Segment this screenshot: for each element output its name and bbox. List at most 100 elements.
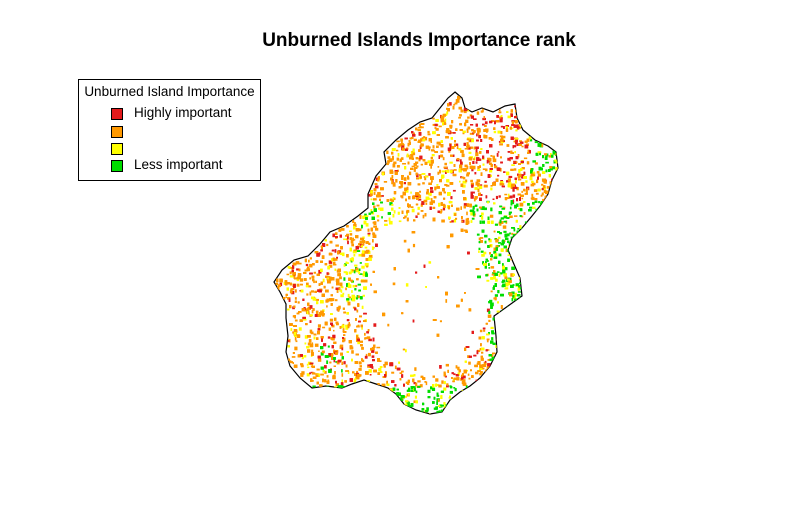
unburned-island-patch (517, 294, 521, 297)
unburned-island-patch (345, 326, 349, 330)
unburned-island-patch (297, 301, 300, 304)
unburned-island-patch (316, 381, 319, 385)
unburned-island-patch (430, 165, 432, 169)
unburned-island-patch (393, 210, 396, 214)
unburned-island-patch (359, 240, 362, 244)
unburned-island-patch (471, 375, 474, 378)
unburned-island-patch (365, 353, 368, 357)
unburned-island-patch (401, 157, 404, 160)
unburned-island-patch (346, 225, 349, 228)
unburned-island-patch (481, 216, 484, 220)
unburned-island-patch (546, 186, 550, 189)
unburned-island-patch (405, 381, 409, 384)
unburned-island-patch (376, 346, 381, 349)
unburned-island-patch (497, 174, 500, 177)
unburned-island-patch (354, 373, 358, 376)
unburned-island-patch (482, 117, 486, 121)
unburned-island-patch (337, 273, 341, 277)
unburned-island-patch (372, 202, 375, 205)
unburned-island-patch (499, 223, 502, 226)
unburned-island-patch (309, 305, 313, 309)
unburned-island-patch (468, 377, 471, 380)
unburned-island-patch (440, 395, 443, 399)
unburned-island-patch (480, 139, 483, 142)
unburned-island-patch (511, 291, 515, 294)
unburned-island-patch (400, 138, 403, 142)
unburned-island-patch (423, 176, 426, 178)
unburned-island-patch (373, 198, 377, 201)
unburned-island-patch (314, 290, 317, 293)
unburned-island-patch (543, 190, 547, 193)
unburned-island-patch (321, 338, 323, 342)
unburned-island-patch (353, 378, 357, 381)
unburned-island-patch (336, 290, 339, 293)
unburned-island-patch (411, 157, 414, 160)
unburned-island-patch (300, 363, 304, 366)
unburned-island-patch (437, 399, 440, 403)
unburned-island-patch (412, 132, 415, 135)
unburned-island-patch (538, 201, 540, 204)
unburned-island-patch (399, 158, 402, 162)
unburned-island-patch (322, 378, 324, 383)
unburned-island-patch (355, 376, 360, 380)
unburned-island-patch (418, 158, 421, 162)
unburned-island-patch (326, 243, 329, 247)
unburned-island-patch (514, 177, 517, 180)
unburned-island-patch (357, 303, 360, 307)
unburned-island-patch (410, 403, 414, 407)
unburned-island-patch (500, 125, 503, 128)
unburned-island-patch (400, 184, 403, 188)
unburned-island-patch (284, 280, 288, 284)
unburned-island-patch (346, 298, 350, 301)
unburned-island-patch (528, 136, 532, 140)
unburned-island-patch (346, 283, 348, 287)
unburned-island-patch (421, 173, 426, 175)
unburned-island-patch (440, 409, 443, 413)
unburned-island-patch (391, 371, 395, 374)
unburned-island-patch (355, 267, 359, 270)
unburned-island-patch (392, 214, 395, 218)
unburned-island-patch (436, 186, 440, 189)
unburned-island-patch (519, 140, 522, 142)
unburned-island-patch (415, 271, 418, 274)
unburned-island-patch (495, 247, 498, 251)
unburned-island-patch (426, 407, 429, 411)
unburned-island-patch (292, 262, 297, 266)
unburned-island-patch (510, 113, 513, 117)
unburned-island-patch (364, 337, 368, 340)
unburned-island-patch (413, 382, 416, 385)
unburned-island-patch (469, 132, 473, 135)
unburned-island-patch (494, 253, 498, 257)
unburned-island-patch (371, 216, 375, 220)
unburned-island-patch (460, 228, 464, 232)
unburned-island-patch (441, 219, 445, 223)
unburned-island-patch (379, 195, 382, 198)
unburned-island-patch (331, 249, 335, 252)
unburned-island-patch (473, 214, 476, 217)
unburned-island-patch (306, 346, 310, 349)
unburned-island-patch (365, 241, 368, 244)
unburned-island-patch (474, 364, 478, 368)
unburned-island-patch (544, 153, 548, 156)
unburned-island-patch (488, 239, 492, 243)
unburned-island-patch (292, 362, 294, 364)
unburned-island-patch (478, 192, 481, 196)
unburned-island-patch (464, 292, 466, 294)
unburned-island-patch (492, 155, 495, 159)
unburned-island-patch (335, 380, 337, 384)
unburned-island-patch (412, 134, 416, 137)
unburned-island-patch (529, 176, 533, 181)
unburned-island-patch (496, 115, 499, 118)
unburned-island-patch (493, 250, 497, 254)
unburned-island-patch (470, 212, 474, 216)
unburned-island-patch (353, 226, 356, 230)
unburned-island-patch (318, 283, 321, 286)
unburned-island-patch (331, 298, 335, 302)
legend-swatch (111, 108, 123, 120)
unburned-island-patch (384, 220, 388, 222)
unburned-island-patch (322, 309, 325, 312)
unburned-island-patch (389, 170, 394, 174)
unburned-island-patch (320, 336, 324, 339)
unburned-island-patch (542, 198, 544, 203)
unburned-island-patch (520, 160, 524, 164)
